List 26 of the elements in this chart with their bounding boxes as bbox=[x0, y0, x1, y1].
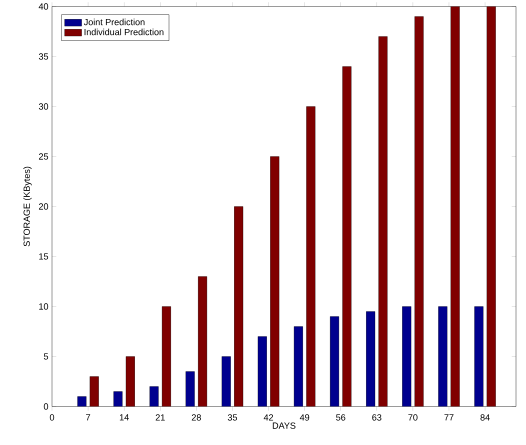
x-tick-label: 70 bbox=[408, 414, 418, 420]
y-axis-title: STORAGE (KBytes) bbox=[23, 166, 32, 246]
x-tick-label: 7 bbox=[86, 414, 90, 420]
y-tick-label: 35 bbox=[38, 53, 48, 60]
x-tick-label: 49 bbox=[300, 414, 310, 420]
legend-label: Individual Prediction bbox=[84, 28, 164, 36]
x-tick-label: 0 bbox=[50, 414, 54, 420]
x-tick-label: 63 bbox=[372, 414, 382, 420]
y-tick-label: 0 bbox=[44, 403, 48, 410]
y-tick-label: 30 bbox=[38, 103, 48, 110]
x-tick-label: 84 bbox=[480, 414, 490, 420]
y-tick-label: 20 bbox=[38, 203, 48, 210]
y-tick-label: 40 bbox=[38, 3, 48, 10]
x-tick-label: 77 bbox=[444, 414, 454, 420]
x-tick-label: 28 bbox=[192, 414, 201, 420]
y-tick-label: 10 bbox=[39, 303, 48, 310]
y-tick-label: 5 bbox=[44, 353, 48, 360]
legend-label: Joint Prediction bbox=[84, 18, 144, 26]
x-tick-label: 21 bbox=[156, 414, 165, 420]
x-tick-label: 42 bbox=[264, 414, 274, 420]
x-tick-label: 56 bbox=[336, 414, 346, 420]
x-tick-label: 14 bbox=[120, 414, 129, 420]
y-tick-label: 25 bbox=[38, 153, 48, 160]
x-axis-title: DAYS bbox=[272, 422, 296, 429]
y-tick-label: 15 bbox=[39, 253, 48, 260]
x-tick-label: 35 bbox=[228, 414, 238, 420]
